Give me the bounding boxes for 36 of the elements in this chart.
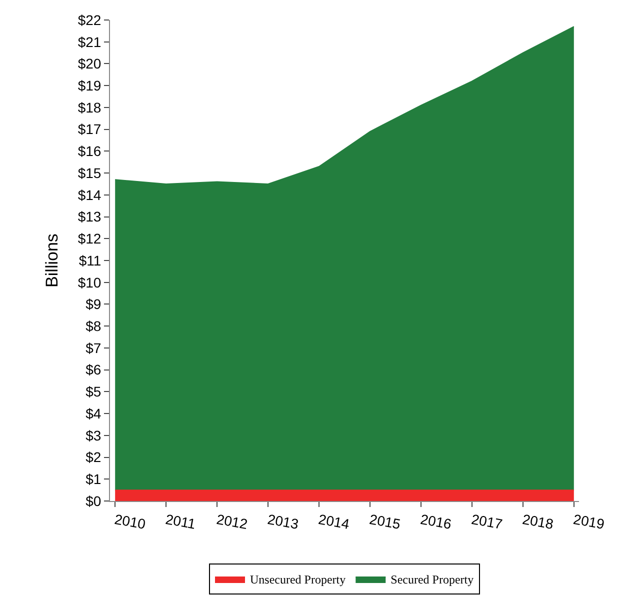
y-tick-label: $22 [78, 12, 102, 28]
x-tick-label: 2013 [266, 510, 300, 532]
y-tick-label: $0 [86, 492, 102, 509]
x-tick-label: 2019 [572, 510, 606, 532]
y-tick-label: $15 [78, 164, 102, 181]
y-tick-label: $8 [86, 318, 102, 334]
y-tick-label: $14 [78, 186, 102, 203]
y-tick-label: $17 [78, 121, 102, 138]
x-tick-label: 2010 [113, 510, 148, 532]
x-tick-label: 2012 [215, 510, 249, 532]
y-tick-label: $5 [86, 384, 102, 400]
y-tick-label: $6 [86, 362, 102, 378]
x-tick-label: 2016 [419, 510, 453, 532]
x-tick-label: 2011 [164, 510, 197, 532]
y-tick-label: $16 [78, 143, 102, 160]
legend-label: Unsecured Property [250, 572, 346, 587]
y-axis-title: Billions [42, 234, 62, 288]
y-tick-label: $10 [78, 274, 102, 290]
y-tick-label: $1 [86, 471, 102, 488]
y-tick-label: $13 [78, 208, 102, 225]
x-tick-label: 2017 [470, 510, 504, 532]
y-tick-label: $19 [78, 77, 102, 94]
y-tick-label: $11 [78, 252, 102, 268]
x-tick-label: 2018 [521, 510, 555, 532]
y-tick-label: $12 [78, 230, 102, 247]
y-tick-label: $2 [86, 449, 102, 466]
y-tick-label: $18 [78, 99, 102, 116]
y-tick-label: $20 [78, 56, 102, 72]
y-tick-label: $3 [86, 427, 102, 444]
y-tick-label: $4 [86, 405, 102, 422]
x-tick-label: 2014 [317, 510, 351, 532]
y-tick-label: $7 [86, 340, 102, 356]
y-tick-label: $9 [86, 296, 102, 312]
x-tick-label: 2015 [368, 510, 402, 532]
y-tick-label: $21 [78, 34, 102, 50]
legend-label: Secured Property [390, 572, 474, 587]
